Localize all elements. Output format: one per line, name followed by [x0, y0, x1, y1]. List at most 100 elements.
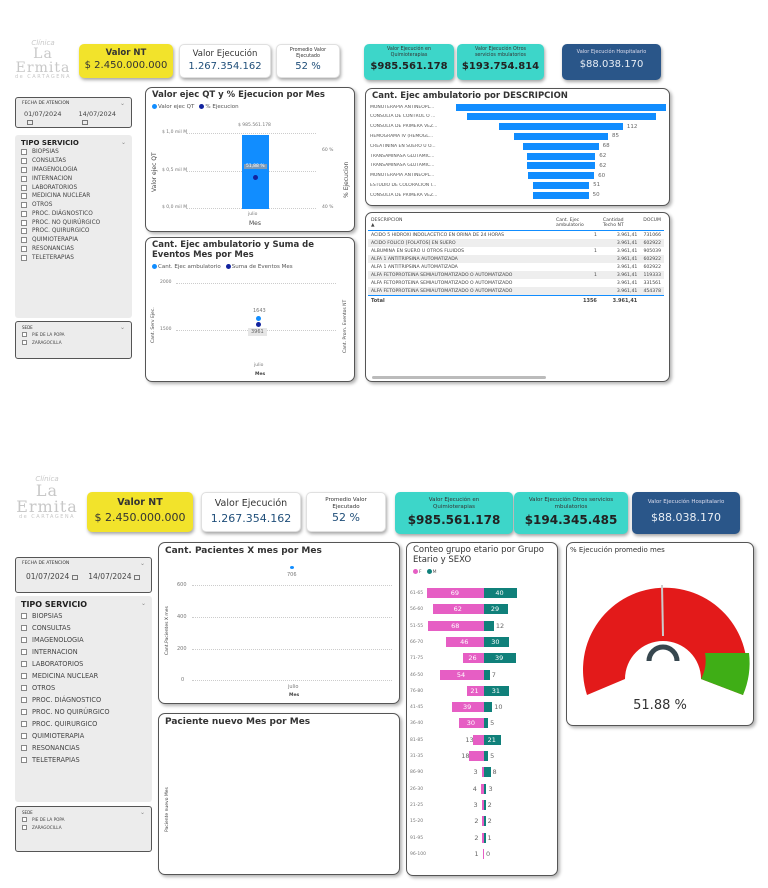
- filter-option[interactable]: ZARAGOCILLA: [16, 338, 131, 346]
- male-bar[interactable]: [484, 669, 490, 680]
- column-header[interactable]: DOCUM: [643, 218, 661, 223]
- female-bar[interactable]: [439, 669, 484, 680]
- checkbox-icon[interactable]: [21, 184, 27, 191]
- table-row[interactable]: ALFA 1 ANTITRIPSINA AUTOMATIZADA 3.961,41…: [368, 255, 664, 263]
- table-row[interactable]: ACIDO 5 HIDROXI INDOLACETICO EN ORINA DE…: [371, 232, 661, 238]
- table-row[interactable]: ALFA 1 ANTITRIPSINA AUTOMATIZADA 3.961,41…: [371, 264, 661, 270]
- funnel-row[interactable]: CONSULTA DE PRIMERA VEZ... 50: [370, 191, 600, 199]
- filter-option[interactable]: TELETERAPIAS: [15, 754, 152, 766]
- male-bar[interactable]: [484, 718, 489, 729]
- checkbox-icon[interactable]: [21, 625, 27, 631]
- date-to-input[interactable]: 14/07/2024: [79, 110, 124, 126]
- male-bar[interactable]: [484, 767, 491, 778]
- female-bar[interactable]: [433, 604, 484, 615]
- chevron-down-icon[interactable]: ⌄: [139, 809, 145, 816]
- checkbox-icon[interactable]: [21, 757, 27, 763]
- checkbox-icon[interactable]: [21, 673, 27, 679]
- funnel-bar[interactable]: [523, 142, 599, 150]
- filter-option[interactable]: OTROS: [15, 682, 152, 694]
- pyramid-row[interactable]: 51-55 68 12: [410, 620, 505, 631]
- pyramid-row[interactable]: 41-45 39 10: [410, 702, 503, 713]
- pyramid-row[interactable]: 46-50 54 7: [410, 669, 496, 680]
- filter-option[interactable]: CONSULTAS: [15, 157, 132, 166]
- pyramid-row[interactable]: 36-40 30 5: [410, 718, 495, 729]
- filter-option[interactable]: LABORATORIOS: [15, 183, 132, 192]
- filter-option[interactable]: IMAGENOLOGIA: [15, 634, 152, 646]
- filter-option[interactable]: INTERNACION: [15, 174, 132, 183]
- female-bar[interactable]: [427, 588, 484, 598]
- pyramid-row[interactable]: 26-30 4 3: [410, 783, 493, 794]
- funnel-bar[interactable]: [499, 123, 623, 131]
- date-from-input[interactable]: 01/07/2024: [26, 572, 79, 581]
- filter-option[interactable]: MEDICINA NUCLEAR: [15, 192, 132, 201]
- checkbox-icon[interactable]: [21, 245, 27, 252]
- female-bar[interactable]: [482, 848, 484, 859]
- funnel-bar[interactable]: [456, 103, 666, 111]
- checkbox-icon[interactable]: [21, 685, 27, 691]
- chevron-down-icon[interactable]: ⌄: [119, 100, 125, 107]
- filter-option[interactable]: PIE DE LA POPA: [16, 330, 131, 338]
- filter-option[interactable]: ZARAGOCILLA: [16, 823, 151, 831]
- female-bar[interactable]: [481, 799, 484, 810]
- ejec-point[interactable]: [256, 316, 261, 321]
- filter-option[interactable]: QUIMIOTERAPIA: [15, 730, 152, 742]
- filter-option[interactable]: BIOPSIAS: [15, 610, 152, 622]
- pyramid-row[interactable]: 31-35 18 5: [410, 751, 495, 761]
- checkbox-icon[interactable]: [21, 721, 27, 727]
- funnel-row[interactable]: TRANSAMINASA GLUTAMIC... 62: [370, 162, 607, 170]
- filter-option[interactable]: BIOPSIAS: [15, 148, 132, 157]
- filter-option[interactable]: PROC. NO QUIRÚRGICO: [15, 218, 132, 227]
- date-from-input[interactable]: 01/07/2024: [24, 110, 69, 126]
- column-header[interactable]: Cant. Ejec ambulatorio: [556, 218, 584, 228]
- table-row[interactable]: ALFA FETOPROTEINA SEMIAUTOMATIZADO O AUT…: [368, 271, 664, 279]
- chevron-down-icon[interactable]: ⌄: [120, 139, 126, 146]
- pacientes-point[interactable]: [290, 566, 294, 569]
- checkbox-icon[interactable]: [21, 661, 27, 667]
- pyramid-row[interactable]: 81-85 13 21: [407, 734, 557, 746]
- chevron-down-icon[interactable]: ⌄: [119, 324, 125, 331]
- funnel-bar[interactable]: [526, 162, 596, 170]
- filter-option[interactable]: CONSULTAS: [15, 622, 152, 634]
- table-row[interactable]: ACIDO FOLICO [FOLATOS] EN SUERO 3.961,41 6…: [368, 239, 664, 247]
- checkbox-icon[interactable]: [21, 254, 27, 261]
- filter-option[interactable]: RESONANCIAS: [15, 245, 132, 254]
- pyramid-row[interactable]: 96-100 1 0: [410, 848, 491, 859]
- male-bar[interactable]: [484, 636, 509, 647]
- fecha-atencion-slicer[interactable]: FECHA DE ATENCION ⌄ 01/07/2024 14/07/202…: [15, 557, 152, 593]
- pyramid-row[interactable]: 71-75 26 39: [407, 653, 557, 664]
- filter-option[interactable]: RESONANCIAS: [15, 742, 152, 754]
- pyramid-row[interactable]: 66-70 46 30: [407, 636, 557, 648]
- checkbox-icon[interactable]: [22, 331, 27, 337]
- filter-option[interactable]: MEDICINA NUCLEAR: [15, 670, 152, 682]
- chevron-down-icon[interactable]: ⌄: [139, 560, 145, 567]
- female-bar[interactable]: [428, 620, 484, 631]
- pyramid-row[interactable]: 91-95 2 1: [410, 832, 492, 843]
- male-bar[interactable]: [484, 604, 508, 615]
- female-bar[interactable]: [481, 767, 484, 778]
- female-bar[interactable]: [473, 734, 484, 745]
- checkbox-icon[interactable]: [21, 219, 27, 226]
- filter-option[interactable]: PROC. DIÁGNOSTICO: [15, 209, 132, 218]
- checkbox-icon[interactable]: [21, 237, 27, 244]
- percent-point[interactable]: [253, 175, 258, 180]
- filter-option[interactable]: TELETERAPIAS: [15, 253, 132, 262]
- filter-option[interactable]: QUIMIOTERAPIA: [15, 236, 132, 245]
- female-bar[interactable]: [482, 816, 484, 827]
- pyramid-row[interactable]: 61-65 69 40: [407, 588, 557, 599]
- checkbox-icon[interactable]: [22, 339, 27, 345]
- pyramid-row[interactable]: 76-80 21 31: [407, 685, 557, 697]
- checkbox-icon[interactable]: [22, 816, 27, 822]
- filter-option[interactable]: PROC. DIÁGNOSTICO: [15, 694, 152, 706]
- funnel-bar[interactable]: [526, 152, 596, 160]
- male-bar[interactable]: [484, 588, 517, 598]
- funnel-row[interactable]: ESTUDIO DE COLORACION I... 51: [370, 181, 601, 189]
- female-bar[interactable]: [459, 718, 484, 729]
- filter-option[interactable]: IMAGENOLOGIA: [15, 166, 132, 175]
- pyramid-row[interactable]: 21-25 3 2: [410, 799, 492, 810]
- female-bar[interactable]: [466, 685, 484, 696]
- checkbox-icon[interactable]: [21, 697, 27, 703]
- eventos-point[interactable]: [256, 322, 261, 327]
- checkbox-icon[interactable]: [21, 193, 27, 200]
- female-bar[interactable]: [482, 832, 484, 843]
- checkbox-icon[interactable]: [21, 158, 27, 165]
